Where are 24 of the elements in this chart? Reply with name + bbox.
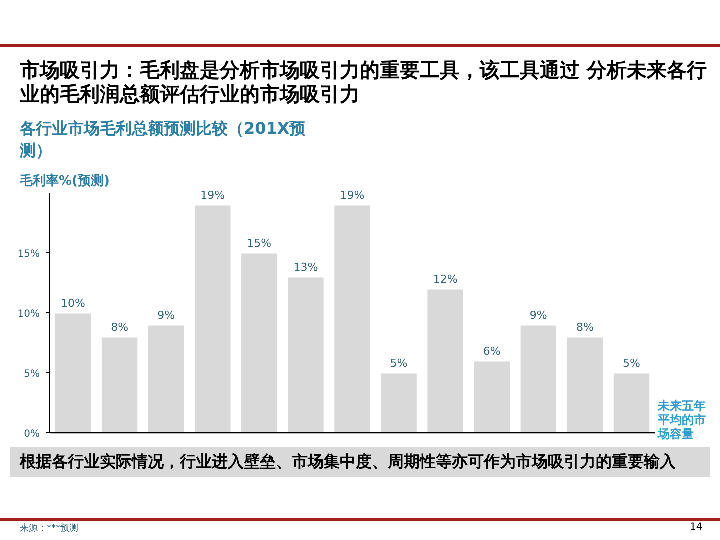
- page-number: 14: [690, 522, 703, 533]
- data-label: 15%: [247, 237, 272, 250]
- data-label: 9%: [158, 309, 176, 322]
- data-label: 9%: [530, 309, 548, 322]
- data-label: 5%: [623, 357, 640, 370]
- data-label: 6%: [483, 345, 501, 358]
- note: 根据各行业实际情况，行业进入壁垒、市场集中度、周期性等亦可作为市场吸引力的重要输入: [10, 447, 710, 477]
- y-tick-label: 15%: [18, 249, 40, 260]
- data-label: 19%: [340, 189, 365, 202]
- y-tick-label: 10%: [18, 309, 40, 320]
- data-label: 12%: [433, 273, 458, 286]
- y-tick-label: 0%: [24, 429, 40, 440]
- y-tick-label: 5%: [24, 369, 40, 380]
- source: 来源：***预测: [20, 522, 78, 535]
- ylabel: 毛利率%(预测): [20, 174, 110, 189]
- subtitle: 各行业市场毛利总额预测比较（201X预测）: [20, 118, 307, 162]
- data-label: 13%: [294, 261, 318, 274]
- data-label: 19%: [200, 189, 226, 202]
- data-label: 8%: [111, 321, 129, 334]
- data-label: 5%: [390, 357, 408, 370]
- data-label: 8%: [576, 321, 594, 334]
- xlabel: 未来五年平均的市场容量: [658, 399, 706, 441]
- data-label: 10%: [61, 297, 86, 310]
- title: 市场吸引力：毛利盘是分析市场吸引力的重要工具，该工具通过 分析未来各行业的毛利润总额评估行业的市场吸引力: [20, 58, 708, 106]
